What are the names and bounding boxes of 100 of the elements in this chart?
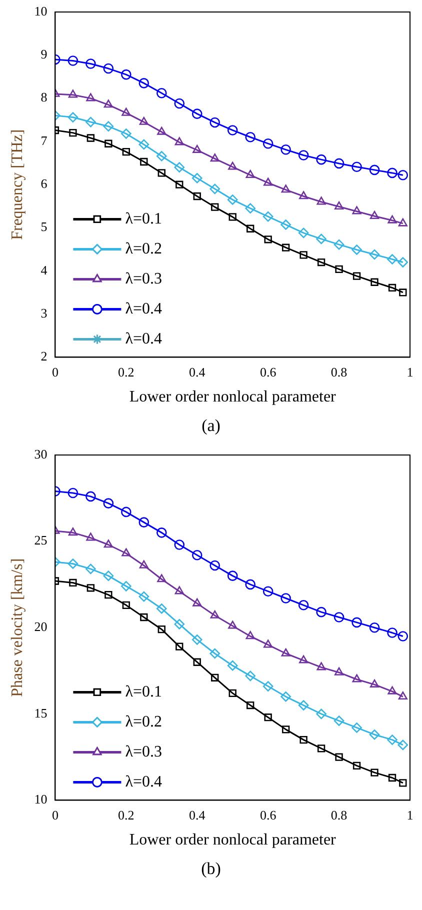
point [316, 234, 326, 244]
point [210, 154, 220, 162]
point [138, 591, 150, 602]
point [370, 679, 380, 688]
point [352, 617, 362, 628]
point [317, 258, 326, 266]
point [246, 701, 254, 710]
point [298, 228, 309, 238]
point [210, 648, 220, 659]
point [138, 517, 150, 528]
point [387, 628, 398, 638]
y-tick-label: 15 [34, 705, 48, 720]
point [174, 586, 184, 594]
point [352, 244, 362, 255]
x-axis-title: Lower order nonlocal parameter [129, 832, 337, 849]
legend-label: λ=0.4 [125, 773, 162, 790]
point [192, 550, 202, 560]
point [264, 178, 273, 186]
point [121, 506, 132, 518]
point [138, 139, 150, 150]
point [68, 112, 78, 122]
point [281, 184, 290, 193]
x-tick-label: 0.4 [188, 807, 206, 822]
point [316, 662, 326, 670]
legend-label: λ=0.1 [125, 210, 162, 228]
point [121, 69, 132, 80]
x-tick-label: 0.8 [330, 364, 348, 380]
y-tick-label: 25 [34, 532, 48, 548]
point [398, 218, 408, 226]
point [399, 779, 407, 787]
point [246, 631, 255, 640]
point [316, 154, 326, 165]
point [86, 58, 96, 69]
point [157, 126, 166, 135]
y-tick-label: 20 [34, 619, 48, 634]
point [245, 203, 256, 214]
point [282, 726, 290, 734]
x-tick-label: 1 [406, 364, 414, 380]
point [246, 224, 254, 232]
point [352, 762, 361, 770]
point [245, 579, 256, 590]
point [104, 100, 113, 108]
point [388, 215, 397, 224]
point [68, 528, 78, 536]
point [369, 729, 380, 740]
point [68, 56, 78, 66]
point [176, 180, 184, 188]
point [280, 220, 291, 230]
point [388, 774, 396, 782]
point [387, 168, 398, 178]
point [399, 288, 407, 296]
x-tick-label: 1 [406, 807, 414, 822]
point [68, 90, 78, 98]
point [334, 716, 344, 726]
point [122, 601, 130, 609]
point [370, 278, 378, 286]
point [158, 169, 166, 177]
y-tick-label: 30 [34, 446, 48, 462]
point [227, 660, 238, 671]
point [156, 603, 167, 614]
point [262, 586, 274, 597]
point [210, 117, 220, 128]
point [352, 206, 362, 214]
y-axis-title: Frequency [THz] [8, 129, 26, 240]
legend-label: λ=0.1 [125, 683, 162, 700]
y-tick-label: 2 [40, 348, 48, 364]
point [228, 689, 236, 698]
point [228, 620, 238, 629]
point [174, 137, 184, 146]
point [370, 210, 380, 219]
point [316, 708, 326, 720]
point [68, 488, 78, 498]
point [158, 625, 166, 634]
point [398, 257, 408, 268]
point [86, 584, 95, 592]
y-tick-label: 4 [40, 262, 48, 278]
point [388, 284, 396, 292]
point [334, 667, 344, 676]
point [262, 681, 274, 692]
point [369, 622, 380, 633]
point [174, 540, 185, 550]
x-axis-title: Lower order nonlocal parameter [129, 388, 337, 406]
point [86, 116, 96, 128]
point [103, 570, 114, 581]
y-tick-label: 8 [40, 90, 48, 105]
point [245, 132, 256, 142]
x-tick-label: 0.8 [330, 807, 348, 822]
point [86, 532, 96, 541]
point [86, 491, 96, 502]
point [398, 170, 408, 180]
point [300, 736, 308, 744]
point [299, 191, 308, 200]
legend-label: λ=0.4 [125, 300, 162, 318]
point [369, 249, 380, 260]
point [156, 528, 167, 538]
x-tick-label: 0.2 [118, 807, 134, 822]
point [264, 236, 272, 244]
y-tick-label: 3 [40, 305, 48, 320]
point [298, 600, 309, 610]
y-tick-label: 10 [34, 3, 48, 18]
